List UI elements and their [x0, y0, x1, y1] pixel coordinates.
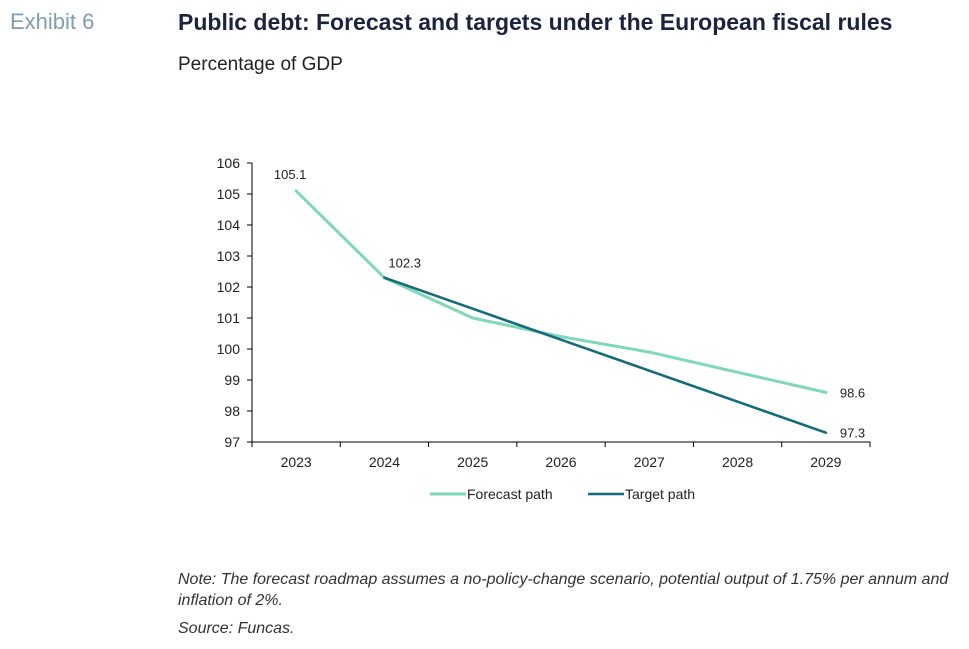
- x-tick-label: 2024: [369, 454, 400, 470]
- exhibit-label: Exhibit 6: [10, 9, 95, 34]
- chart-subtitle: Percentage of GDP: [178, 54, 343, 75]
- y-tick-label: 103: [217, 248, 241, 264]
- y-tick-label: 100: [217, 341, 241, 357]
- y-tick-label: 106: [217, 155, 241, 171]
- y-tick-label: 101: [217, 310, 241, 326]
- y-tick-label: 104: [217, 217, 241, 233]
- y-tick-label: 98: [224, 403, 240, 419]
- chart-series: [294, 189, 828, 435]
- x-tick-label: 2029: [810, 454, 841, 470]
- data-label: 98.6: [840, 385, 865, 400]
- target-path-line: [383, 276, 828, 435]
- chart-axes: 97 98 99 100 101 102 103 104 105 106 2023 2024 2025 2…: [217, 155, 871, 470]
- line-chart: 97 98 99 100 101 102 103 104 105 106 2023 2024 2025 2…: [217, 155, 871, 502]
- chart-note: Note: The forecast roadmap assumes a no-…: [178, 571, 949, 609]
- y-tick-label: 99: [224, 372, 240, 388]
- y-tick-label: 102: [217, 279, 241, 295]
- y-tick-label: 97: [224, 434, 240, 450]
- x-tick-label: 2027: [634, 454, 665, 470]
- chart-title: Public debt: Forecast and targets under …: [178, 9, 893, 35]
- legend-target-label: Target path: [625, 486, 695, 502]
- chart-legend: Forecast path Target path: [430, 486, 695, 502]
- x-tick-label: 2026: [545, 454, 576, 470]
- legend-forecast-label: Forecast path: [467, 486, 553, 502]
- data-label: 97.3: [840, 426, 865, 441]
- data-label: 102.3: [388, 256, 421, 271]
- chart-source: Source: Funcas.: [178, 620, 295, 637]
- y-tick-label: 105: [217, 186, 241, 202]
- chart-data-labels: 105.1 102.3 98.6 97.3: [274, 167, 865, 441]
- data-label: 105.1: [274, 167, 307, 182]
- x-tick-label: 2028: [722, 454, 753, 470]
- x-tick-label: 2023: [281, 454, 312, 470]
- forecast-path-line: [294, 189, 828, 394]
- x-tick-label: 2025: [457, 454, 488, 470]
